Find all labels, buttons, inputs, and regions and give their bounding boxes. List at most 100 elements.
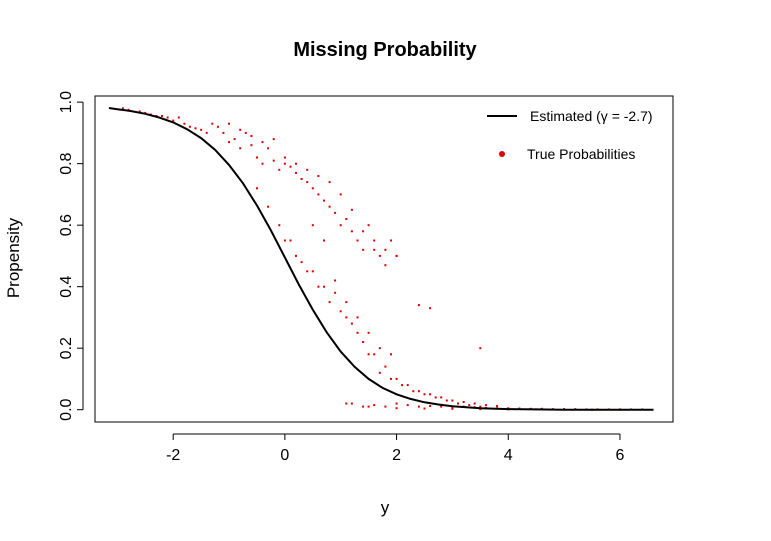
legend: Estimated (γ = -2.7) True Probabilities	[487, 108, 653, 162]
scatter-point	[272, 159, 275, 162]
scatter-point	[216, 125, 219, 128]
x-tick-label: 2	[392, 447, 401, 464]
scatter-point	[121, 107, 124, 110]
scatter-point	[278, 224, 281, 227]
scatter-point	[417, 304, 420, 307]
scatter-point	[345, 316, 348, 319]
scatter-point	[311, 224, 314, 227]
scatter-point	[328, 301, 331, 304]
scatter-point	[328, 205, 331, 208]
scatter-point	[462, 401, 465, 403]
scatter-point	[356, 239, 359, 242]
scatter-point	[445, 399, 448, 402]
scatter-point	[334, 291, 337, 294]
scatter-point	[378, 254, 381, 257]
scatter-point	[138, 110, 141, 113]
scatter-point	[283, 156, 286, 159]
scatter-point	[345, 402, 348, 405]
x-axis: -2 0 2 4 6	[166, 433, 624, 464]
scatter-point	[412, 390, 415, 393]
scatter-point	[339, 310, 342, 313]
scatter-point	[367, 405, 370, 408]
line-layer	[108, 107, 654, 411]
scatter-point	[311, 187, 314, 190]
scatter-point	[261, 162, 264, 165]
scatter-point	[401, 384, 404, 387]
scatter-point	[395, 377, 398, 380]
scatter-point	[339, 224, 342, 227]
scatter-point	[367, 331, 370, 334]
scatter-point	[367, 353, 370, 356]
scatter-point	[256, 156, 258, 159]
scatter-point	[300, 178, 303, 180]
scatter-point	[194, 127, 197, 130]
scatter-point	[261, 141, 264, 144]
scatter-point	[356, 316, 359, 319]
scatter-point	[434, 396, 437, 399]
chart-title: Missing Probability	[293, 39, 477, 61]
legend-label-estimated: Estimated (γ = -2.7)	[530, 108, 653, 124]
scatter-point	[395, 407, 398, 410]
scatter-point	[250, 135, 253, 137]
scatter-point	[283, 239, 286, 242]
scatter-point	[283, 162, 286, 165]
scatter-point	[373, 353, 376, 356]
scatter-point	[451, 407, 454, 410]
scatter-point	[378, 347, 381, 350]
scatter-point	[161, 115, 163, 117]
scatter-point	[228, 141, 230, 144]
scatter-point	[272, 138, 275, 141]
scatter-point	[295, 162, 297, 165]
scatter-point	[306, 181, 309, 184]
scatter-point	[373, 248, 376, 251]
scatter-point	[222, 131, 225, 134]
scatter-point	[384, 365, 387, 368]
scatter-point	[390, 353, 392, 356]
scatter-point	[429, 405, 432, 407]
scatter-point	[244, 131, 247, 134]
scatter-point	[367, 224, 370, 227]
plot-frame	[94, 95, 674, 423]
scatter-point	[267, 205, 270, 208]
scatter-point	[423, 407, 426, 410]
scatter-point	[390, 239, 392, 242]
estimated-curve	[108, 107, 654, 411]
scatter-point	[233, 138, 236, 141]
scatter-point	[278, 168, 281, 171]
scatter-point	[177, 116, 180, 119]
scatter-point	[384, 248, 387, 251]
scatter-point	[289, 239, 292, 242]
scatter-point	[473, 402, 476, 405]
scatter-point	[239, 147, 242, 150]
scatter-point	[440, 405, 443, 408]
scatter-point	[378, 371, 381, 374]
scatter-point	[323, 239, 325, 242]
scatter-point	[300, 261, 303, 264]
scatter-point	[479, 405, 482, 408]
scatter-point	[334, 211, 337, 214]
scatter-point	[362, 230, 365, 233]
scatter-point	[356, 331, 359, 334]
scatter-point	[205, 131, 208, 134]
scatter-point	[323, 199, 325, 202]
scatter-point	[172, 119, 175, 122]
legend-point-swatch	[499, 151, 505, 157]
scatter-point	[267, 147, 270, 150]
scatter-point	[317, 193, 320, 196]
scatter-point	[323, 285, 325, 288]
scatter-point	[423, 393, 426, 396]
scatter-point	[328, 181, 331, 184]
y-tick-label: 0.0	[58, 398, 75, 420]
scatter-point	[373, 239, 376, 242]
scatter-point	[306, 168, 309, 171]
scatter-point	[496, 405, 499, 407]
scatter-point	[479, 347, 482, 350]
y-tick-label: 1.0	[58, 91, 75, 113]
scatter-point	[362, 341, 365, 343]
scatter-point	[295, 171, 297, 174]
scatter-point	[334, 279, 337, 282]
scatter-point	[406, 404, 409, 407]
scatter-point	[256, 187, 258, 190]
y-tick-label: 0.8	[58, 152, 75, 174]
scatter-point	[362, 248, 365, 251]
